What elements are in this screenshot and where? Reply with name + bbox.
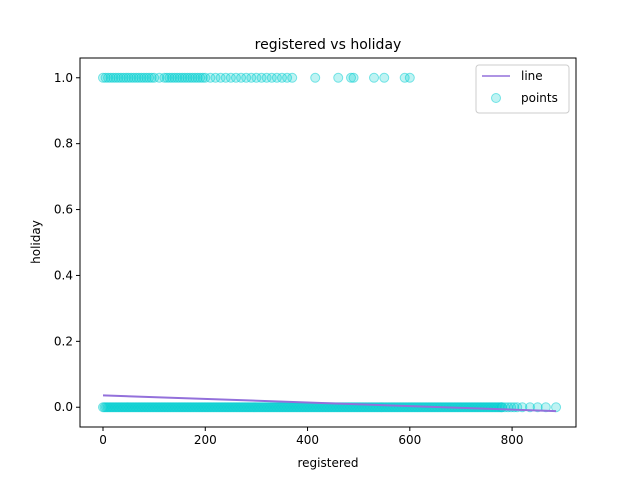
y-tick-label: 0.4 <box>54 268 73 282</box>
x-axis-label: registered <box>297 456 358 470</box>
data-point <box>246 72 257 83</box>
data-point <box>103 72 114 83</box>
x-axis: 0 200 400 600 800 <box>99 427 524 447</box>
data-point <box>348 72 359 83</box>
data-point <box>161 72 172 83</box>
data-point <box>164 72 175 83</box>
data-point <box>215 72 226 83</box>
legend-line-label: line <box>521 69 543 83</box>
data-point <box>551 402 562 413</box>
data-point <box>205 72 216 83</box>
data-point <box>230 72 241 83</box>
chart-title: registered vs holiday <box>255 37 402 53</box>
data-point <box>138 72 149 83</box>
data-point <box>105 72 116 83</box>
data-point <box>182 72 193 83</box>
x-tick-label: 400 <box>296 433 319 447</box>
data-point <box>110 72 121 83</box>
data-point <box>210 72 221 83</box>
data-point <box>399 72 410 83</box>
axes-frame <box>79 57 577 428</box>
data-point <box>146 72 157 83</box>
data-point <box>123 72 134 83</box>
data-point <box>251 72 262 83</box>
data-point <box>200 72 211 83</box>
data-point <box>404 72 415 83</box>
data-point <box>241 72 252 83</box>
data-point <box>128 72 139 83</box>
data-point <box>131 72 142 83</box>
data-point <box>115 72 126 83</box>
legend-points-swatch <box>491 93 501 103</box>
y-tick-label: 0.8 <box>54 137 73 151</box>
data-point <box>266 72 277 83</box>
y-axis-label: holiday <box>29 220 43 264</box>
data-point <box>100 72 111 83</box>
data-point <box>261 72 272 83</box>
data-point <box>172 72 183 83</box>
data-point <box>192 72 203 83</box>
y-tick-label: 0.6 <box>54 203 73 217</box>
data-point <box>98 72 109 83</box>
y-tick-label: 1.0 <box>54 71 73 85</box>
data-point <box>133 72 144 83</box>
data-point <box>379 72 390 83</box>
data-point <box>108 72 119 83</box>
data-point <box>121 72 132 83</box>
data-point <box>236 72 247 83</box>
data-point <box>287 72 298 83</box>
y-tick-label: 0.0 <box>54 400 73 414</box>
legend: line points <box>475 64 570 114</box>
data-point <box>333 72 344 83</box>
series-line <box>102 394 557 413</box>
data-point <box>144 72 155 83</box>
data-point <box>256 72 267 83</box>
x-tick-label: 600 <box>398 433 421 447</box>
data-point <box>118 72 129 83</box>
data-point <box>154 72 165 83</box>
data-point <box>126 72 137 83</box>
data-point <box>149 72 160 83</box>
data-point <box>174 72 185 83</box>
data-point <box>159 72 170 83</box>
data-point <box>220 72 231 83</box>
data-point <box>169 72 180 83</box>
data-point <box>136 72 147 83</box>
x-tick-label: 0 <box>99 433 107 447</box>
x-tick-label: 800 <box>501 433 524 447</box>
data-point <box>276 72 287 83</box>
data-point <box>282 72 293 83</box>
data-point <box>179 72 190 83</box>
data-point <box>369 72 380 83</box>
data-point <box>346 72 357 83</box>
y-tick-label: 0.2 <box>54 334 73 348</box>
data-point <box>167 72 178 83</box>
y-axis: 0.0 0.2 0.4 0.6 0.8 1.0 <box>54 71 80 414</box>
legend-points-label: points <box>521 91 558 105</box>
data-point <box>184 72 195 83</box>
data-point <box>310 72 321 83</box>
data-point <box>187 72 198 83</box>
data-point <box>190 72 201 83</box>
data-point <box>271 72 282 83</box>
data-point <box>141 72 152 83</box>
data-point <box>113 72 124 83</box>
data-point <box>197 72 208 83</box>
data-point <box>225 72 236 83</box>
data-point <box>195 72 206 83</box>
x-tick-label: 200 <box>194 433 217 447</box>
data-point <box>177 72 188 83</box>
plot-area <box>98 72 562 413</box>
